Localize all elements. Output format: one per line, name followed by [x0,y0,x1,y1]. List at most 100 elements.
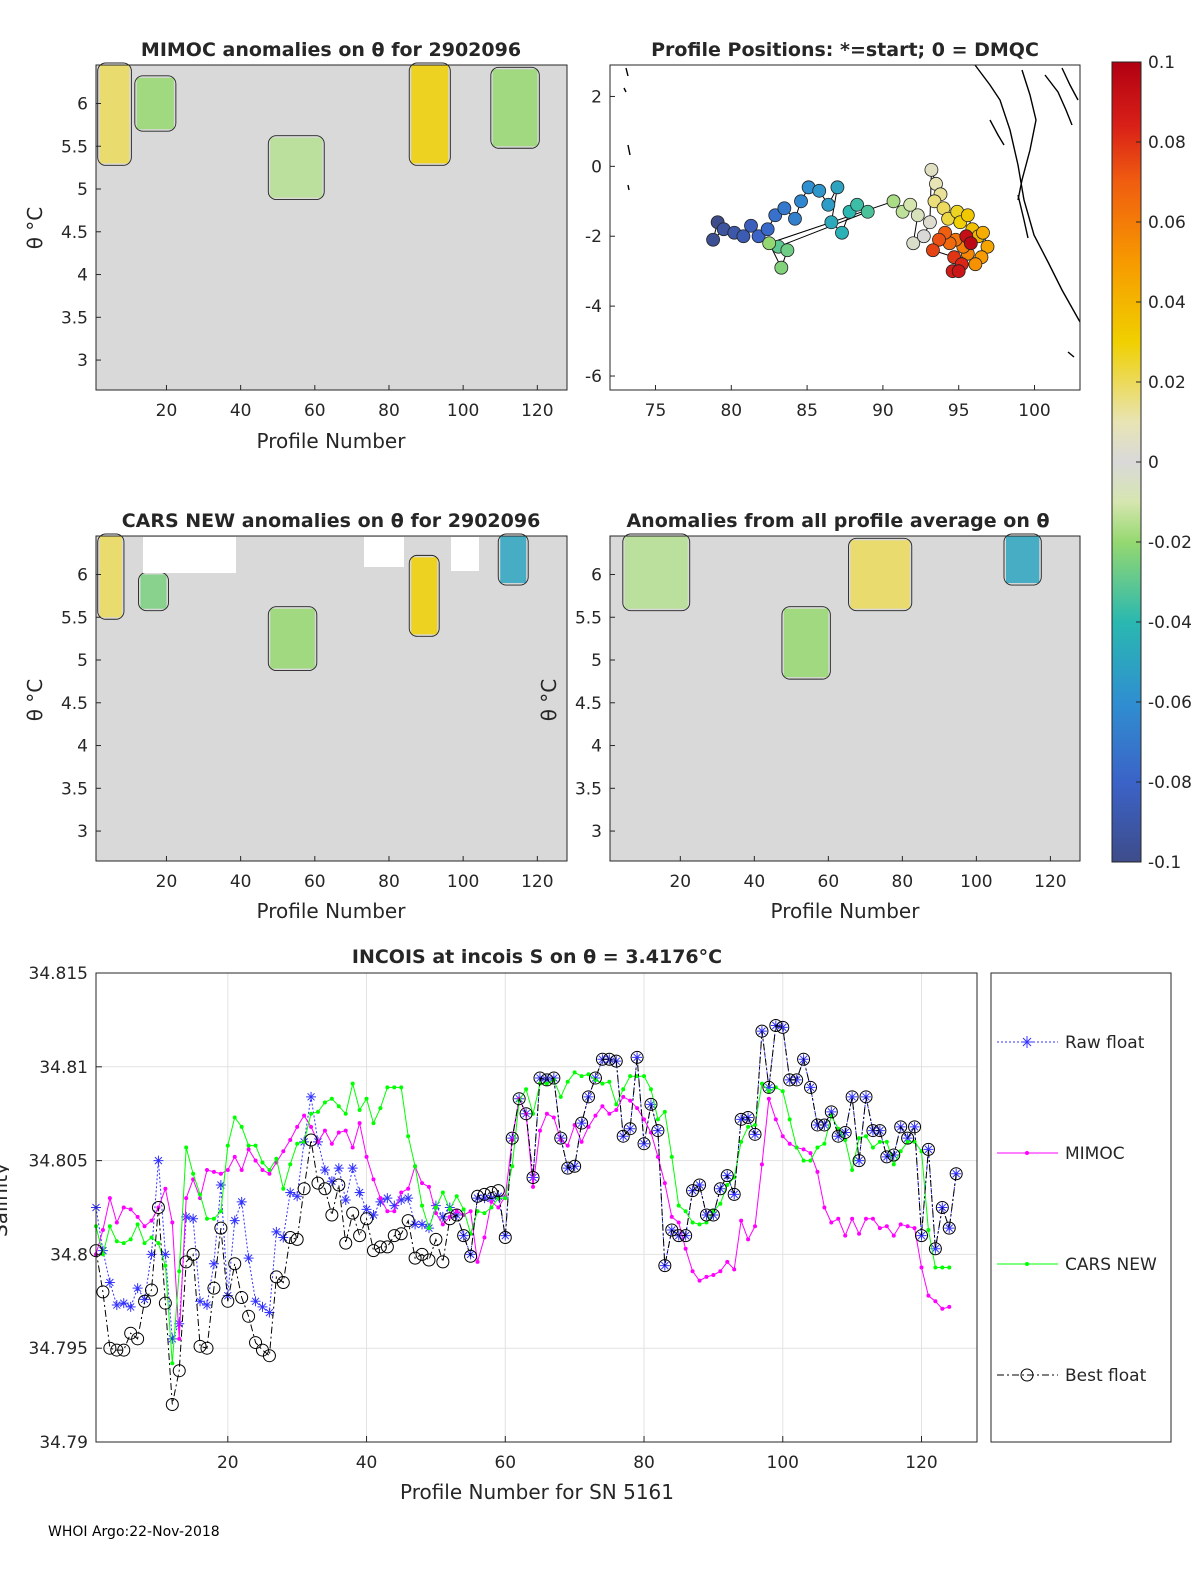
cars-new-marker [746,1124,751,1129]
cars-new-marker [329,1096,334,1101]
mimoc-marker [385,1209,390,1214]
colorbar-ticks: 0.1 0.08 0.06 0.04 0.02 0 -0.02 -0.04 -0.06 -0.08… [1136,53,1192,873]
salinity-y-tick-label: 34.81 [39,1058,88,1078]
cars-new-marker [156,1241,161,1246]
raw-float-marker [951,1168,962,1179]
positions-x-tick-label: 85 [796,401,818,421]
cars-contour-line [267,606,318,672]
cars-new-marker [309,1111,314,1116]
positions-x-tick-label: 95 [948,401,970,421]
cars-new-marker [274,1156,279,1161]
cars-new-marker [621,1087,626,1092]
mimoc-y-tick-label: 4 [77,266,88,286]
mimoc-marker [204,1167,209,1172]
colorbar-tick-label: -0.02 [1148,533,1192,553]
best-float-marker [679,1229,693,1243]
salinity-y-tick-label: 34.79 [39,1433,88,1453]
mimoc-marker [475,1259,480,1264]
salinity-x-tick-label: 120 [905,1453,937,1473]
best-float-marker [179,1255,193,1269]
raw-float-marker [833,1131,844,1142]
profile-position-marker [968,257,983,272]
avg-anomaly-ylabel: θ °C [537,679,561,722]
salinity-y-tick-label: 34.8 [50,1245,88,1265]
positions-y-tick-label: -6 [585,367,602,387]
mimoc-contour-line [134,75,177,132]
mimoc-x-tick-label: 120 [521,401,553,421]
salinity-panel: INCOIS at incois S on θ = 3.4176°C 20 40 6… [0,946,1172,1504]
salinity-xlabel: Profile Number for SN 5161 [400,1480,674,1504]
mimoc-marker [843,1233,848,1238]
cars-new-marker [413,1164,418,1169]
raw-float-marker [181,1211,192,1222]
profile-position-marker [821,197,836,212]
positions-x-tick-label: 75 [645,401,667,421]
cars-new-marker [107,1224,112,1229]
raw-float-marker [403,1193,414,1204]
best-float-marker [651,1124,665,1138]
best-float-marker [824,1105,838,1119]
raw-float-marker [645,1099,656,1110]
cars-new-marker [364,1096,369,1101]
raw-float-marker [215,1179,226,1190]
best-float-marker [942,1221,956,1235]
cars-new-marker [253,1143,258,1148]
best-float-marker [464,1249,478,1263]
positions-x-ticks: 75 80 85 90 95 100 [645,385,1051,421]
cars-new-line [95,1071,950,1364]
cars-new-marker [648,1087,653,1092]
cars-new-marker [184,1145,189,1150]
best-float-marker [859,1090,873,1104]
raw-float-marker [188,1213,199,1224]
cars-new-marker [447,1207,452,1212]
best-float-marker [262,1349,276,1363]
legend-raw-float-label: Raw float [1065,1033,1145,1053]
best-float-marker [949,1167,963,1181]
best-float-marker [512,1092,526,1106]
raw-float-marker [819,1119,830,1130]
profile-position-marker [951,264,966,279]
best-float-marker [637,1137,651,1151]
raw-float-marker [354,1187,365,1198]
cars-new-marker [780,1089,785,1094]
profile-position-marker [860,204,875,219]
best-float-marker [810,1118,824,1132]
raw-float-marker [278,1232,289,1243]
salinity-series [89,1019,963,1411]
avg-anomaly-anomaly-patch [850,540,910,609]
cars-anomaly-features [97,533,529,672]
best-float-marker [158,1296,172,1310]
mimoc-x-tick-label: 60 [304,401,326,421]
raw-float-marker [389,1200,400,1211]
cars-y-tick-label: 3.5 [61,779,88,799]
mimoc-marker [787,1141,792,1146]
raw-float-marker [944,1223,955,1234]
cars-new-marker [662,1109,667,1114]
best-float-marker [699,1208,713,1222]
cars-new-marker [198,1192,203,1197]
best-float-marker [706,1208,720,1222]
cars-ylabel: θ °C [23,679,47,722]
best-float-marker [498,1231,512,1245]
mimoc-marker [614,1107,619,1112]
best-float-marker [866,1124,880,1138]
mimoc-marker [891,1233,896,1238]
avg-anomaly-y-tick-label: 3 [591,822,602,842]
best-float-marker [221,1294,235,1308]
cars-xlabel: Profile Number [257,899,407,923]
colorbar-tick-label: -0.08 [1148,773,1192,793]
mimoc-contour-line [97,62,132,166]
raw-float-marker [104,1277,115,1288]
cars-new-marker [385,1085,390,1090]
best-float-marker [783,1073,797,1087]
raw-float-marker [437,1211,448,1222]
avg-anomaly-x-tick-label: 20 [669,872,691,892]
positions-y-tick-label: 2 [591,87,602,107]
best-float-marker [831,1129,845,1143]
cars-new-marker [163,1263,168,1268]
best-float-marker [554,1131,568,1145]
coastline [623,64,1081,358]
mimoc-marker [725,1259,730,1264]
mimoc-marker [864,1216,869,1221]
mimoc-y-tick-label: 6 [77,94,88,114]
